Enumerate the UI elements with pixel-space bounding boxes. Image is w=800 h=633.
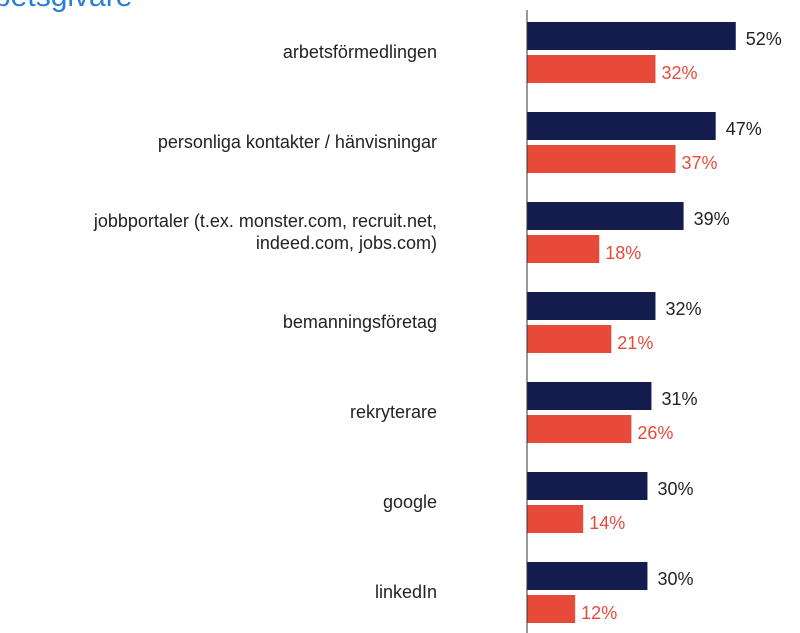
category-label: jobbportaler (t.ex. monster.com, recruit… [93,211,437,253]
bar [527,382,652,410]
bar [527,145,676,173]
category-label: rekryterare [350,402,437,422]
value-label: 21% [617,333,653,353]
bar [527,202,684,230]
value-label: 47% [726,119,762,139]
category-label: google [383,492,437,512]
bar [527,325,612,353]
bar [527,472,648,500]
value-label: 14% [589,513,625,533]
bar [527,415,632,443]
value-label: 26% [637,423,673,443]
value-label: 30% [657,479,693,499]
value-label: 30% [657,569,693,589]
value-label: 31% [661,389,697,409]
chart-title: betsgivare [0,0,132,13]
value-label: 39% [694,209,730,229]
bar [527,292,656,320]
bar [527,112,716,140]
bar [527,235,600,263]
bar [527,562,648,590]
category-label: arbetsförmedlingen [283,42,437,62]
value-label: 32% [661,63,697,83]
category-label: personliga kontakter / hänvisningar [158,132,437,152]
category-label: linkedIn [375,582,437,602]
bar [527,595,576,623]
value-label: 18% [605,243,641,263]
bar [527,55,656,83]
value-label: 32% [665,299,701,319]
bar [527,22,736,50]
value-label: 52% [746,29,782,49]
value-label: 12% [581,603,617,623]
category-label: bemanningsföretag [283,312,437,332]
value-label: 37% [682,153,718,173]
bar [527,505,584,533]
